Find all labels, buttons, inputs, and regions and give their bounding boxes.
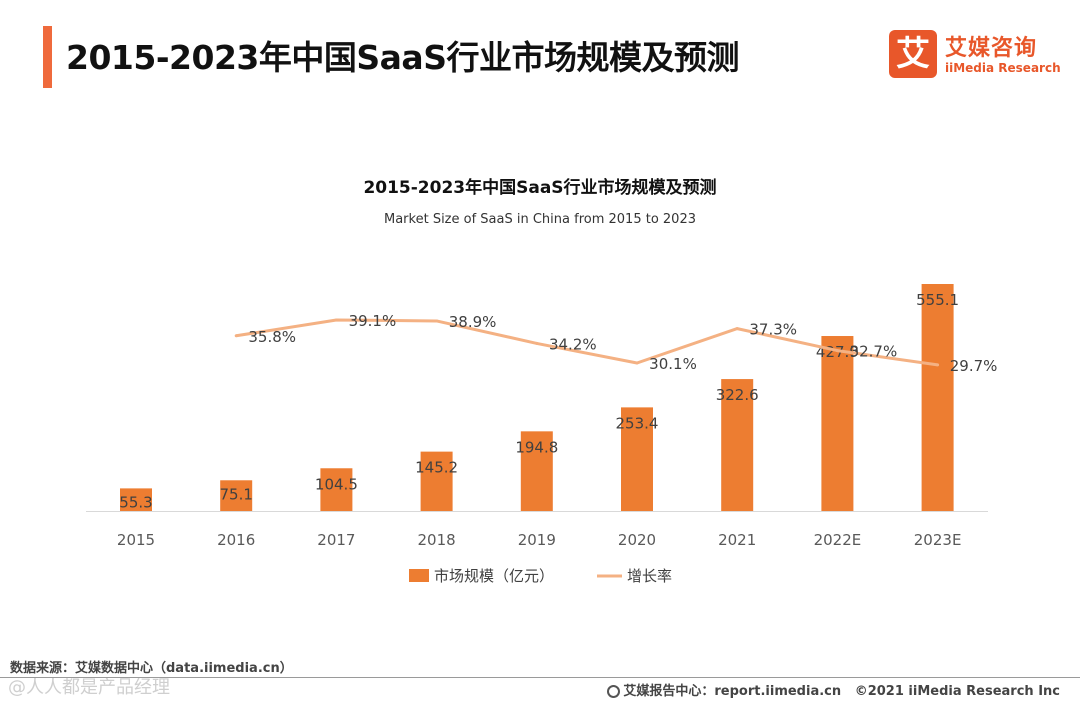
x-tick-2015: 2015 [117, 531, 155, 549]
bar-2019 [520, 431, 553, 511]
legend-line-label: 增长率 [627, 567, 672, 585]
bar-label-2019: 194.8 [515, 438, 558, 456]
growth-point-2018 [435, 319, 439, 323]
report-center-text: 艾媒报告中心：report.iimedia.cn [623, 684, 842, 699]
bar-2023E [921, 284, 954, 511]
chart-subtitle: Market Size of SaaS in China from 2015 t… [384, 212, 696, 227]
legend-bar-label: 市场规模（亿元） [434, 567, 554, 585]
x-tick-2020: 2020 [618, 531, 656, 549]
bar-label-2020: 253.4 [616, 414, 659, 432]
x-tick-2017: 2017 [317, 531, 355, 549]
bar-2016 [220, 480, 253, 511]
logo-mark-icon: 艾 [889, 30, 937, 78]
bar-2020 [621, 407, 653, 511]
x-tick-2019: 2019 [518, 531, 556, 549]
brand-logo: 艾 艾媒咨询 iiMedia Research [889, 30, 1069, 82]
growth-label-2022E: 32.7% [850, 343, 898, 361]
growth-label-2017: 39.1% [349, 312, 397, 330]
footer-info: 艾媒报告中心：report.iimedia.cn ©2021 iiMedia R… [607, 680, 1060, 699]
growth-point-2016 [234, 334, 238, 338]
logo-name-cn: 艾媒咨询 [945, 36, 1038, 61]
x-tick-2023E: 2023E [914, 531, 962, 549]
bar-label-2015: 55.3 [119, 493, 152, 511]
bar-label-2018: 145.2 [415, 459, 458, 477]
growth-point-2017 [334, 318, 338, 322]
page-title: 2015-2023年中国SaaS行业市场规模及预测 [66, 38, 739, 77]
growth-point-2023E [936, 363, 940, 367]
source-note: 数据来源：艾媒数据中心（data.iimedia.cn） [10, 661, 293, 676]
market-size-chart: 2015-2023年中国SaaS行业市场规模及预测 Market Size of … [86, 177, 998, 585]
growth-label-2018: 38.9% [449, 313, 497, 331]
bar-2018 [420, 451, 453, 511]
growth-label-2020: 30.1% [649, 355, 697, 373]
globe-icon [607, 685, 621, 698]
x-tick-2022E: 2022E [814, 531, 862, 549]
growth-point-2019 [535, 341, 539, 345]
growth-point-2022E [835, 349, 839, 353]
x-tick-2021: 2021 [718, 531, 756, 549]
growth-point-2021 [735, 327, 739, 331]
legend-bar-swatch [409, 569, 429, 582]
logo-name-en: iiMedia Research [945, 61, 1061, 75]
growth-label-2023E: 29.7% [950, 357, 998, 375]
bar-2021 [721, 379, 754, 511]
title-accent-bar [43, 26, 52, 88]
chart-title: 2015-2023年中国SaaS行业市场规模及预测 [363, 177, 716, 198]
bar-label-2021: 322.6 [716, 386, 759, 404]
copyright-text: ©2021 iiMedia Research Inc [854, 684, 1060, 699]
bar-2015 [120, 488, 152, 511]
x-tick-2018: 2018 [418, 531, 456, 549]
growth-point-2020 [635, 361, 639, 365]
bar-2022E [821, 336, 854, 511]
footer-divider [0, 677, 1080, 678]
growth-label-2016: 35.8% [248, 328, 296, 346]
growth-label-2019: 34.2% [549, 335, 597, 353]
bar-label-2016: 75.1 [219, 485, 252, 503]
growth-rate-line [235, 318, 938, 367]
bar-label-2017: 104.5 [315, 475, 358, 493]
watermark: @人人都是产品经理 [8, 677, 170, 698]
bar-label-2023E: 555.1 [916, 291, 959, 309]
growth-label-2021: 37.3% [749, 321, 797, 339]
bar-2017 [320, 468, 353, 511]
x-tick-2016: 2016 [217, 531, 255, 549]
